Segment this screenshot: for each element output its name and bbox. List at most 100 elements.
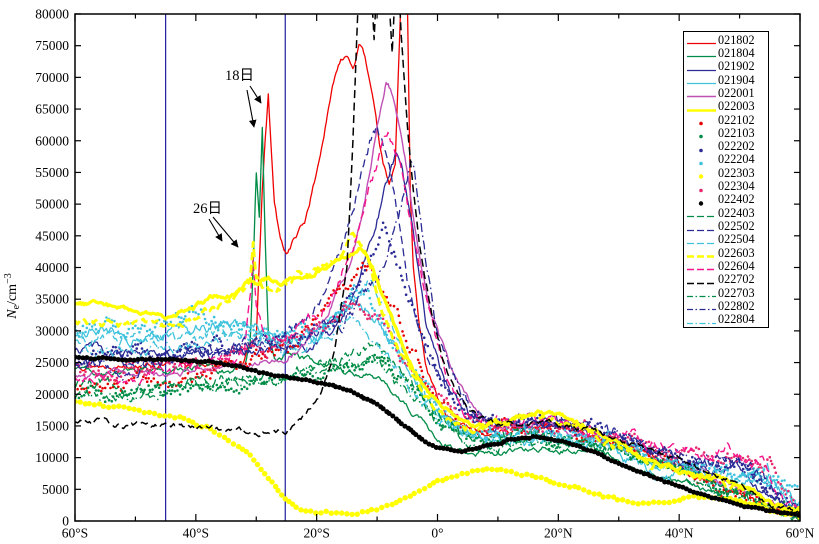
y-tick-label: 70000 (35, 70, 69, 85)
y-tick-label: 5000 (42, 482, 69, 497)
legend-swatch (686, 35, 718, 45)
legend-swatch (686, 168, 718, 179)
x-tick-label: 20°S (303, 526, 329, 541)
legend-label: 021804 (718, 45, 755, 60)
legend-item-022103: 022103 (686, 127, 768, 140)
legend-label: 022402 (718, 192, 755, 207)
y-tick-label: 0 (62, 514, 69, 529)
legend-swatch (686, 261, 718, 271)
y-tick-label: 35000 (35, 292, 69, 307)
legend-label: 022603 (718, 245, 755, 260)
legend-item-022303: 022303 (686, 166, 768, 179)
legend-swatch (686, 115, 718, 126)
series-022303 (75, 398, 800, 520)
annotation-text: 18日 (225, 68, 254, 84)
series-022702 (75, 14, 800, 514)
series-022502 (75, 125, 800, 516)
tick-labels: 60°S 40°S 20°S 0° 20°N 40°N 60°N 0 5000 10000 1500… (35, 7, 814, 541)
legend-swatch (686, 48, 718, 58)
annotation-26日: 26日 (193, 201, 239, 248)
y-tick-label: 50000 (35, 197, 69, 212)
axes (74, 13, 801, 522)
legend-item-022603: 022603 (686, 246, 768, 259)
legend-swatch (686, 275, 718, 285)
legend-item-022804: 022804 (686, 313, 768, 326)
legend: 021802 021804 021902 021904 022001 022003 0221… (683, 31, 769, 328)
y-tick-label: 15000 (35, 418, 69, 433)
x-tick-label: 40°N (665, 526, 694, 541)
annotation-text: 26日 (193, 201, 222, 217)
legend-item-022102: 022102 (686, 113, 768, 126)
legend-swatch (686, 102, 718, 112)
legend-item-022604: 022604 (686, 260, 768, 273)
y-tick-label: 40000 (35, 260, 69, 275)
legend-item-021802: 021802 (686, 33, 768, 46)
legend-swatch (686, 182, 718, 192)
series-022003 (75, 246, 800, 514)
series-022403 (75, 342, 800, 515)
legend-swatch (686, 222, 718, 231)
series-021804 (75, 126, 800, 521)
legend-swatch (686, 155, 718, 166)
legend-label: 022202 (718, 139, 755, 154)
legend-item-022403: 022403 (686, 206, 768, 219)
y-axis-title: Ne/cm−3 (3, 273, 22, 319)
legend-label: 022703 (718, 285, 755, 300)
legend-item-022504: 022504 (686, 233, 768, 246)
legend-swatch (686, 248, 718, 258)
x-tick-label: 60°S (62, 526, 88, 541)
y-tick-label: 10000 (35, 450, 69, 465)
legend-label: 022204 (718, 152, 755, 167)
y-tick-label: 25000 (35, 355, 69, 370)
legend-swatch (686, 62, 718, 71)
legend-label: 022504 (718, 232, 755, 247)
legend-swatch (686, 75, 718, 85)
legend-item-022204: 022204 (686, 153, 768, 166)
legend-item-021902: 021902 (686, 60, 768, 73)
series-layer (75, 14, 800, 521)
series-022604 (75, 131, 800, 510)
legend-label: 022102 (718, 112, 755, 127)
legend-item-021904: 021904 (686, 73, 768, 86)
legend-label: 022403 (718, 205, 755, 220)
y-tick-label: 60000 (35, 133, 69, 148)
x-tick-label: 60°N (786, 526, 815, 541)
legend-label: 022003 (718, 99, 755, 114)
legend-item-022202: 022202 (686, 140, 768, 153)
legend-swatch (686, 88, 718, 98)
y-tick-label: 55000 (35, 165, 69, 180)
y-tick-label: 65000 (35, 102, 69, 117)
legend-label: 021902 (718, 59, 755, 74)
legend-swatch (686, 288, 718, 298)
series-022804 (75, 315, 800, 505)
y-tick-label: 30000 (35, 323, 69, 338)
legend-label: 022502 (718, 219, 755, 234)
legend-item-022702: 022702 (686, 273, 768, 286)
legend-label: 022604 (718, 258, 755, 273)
x-tick-label: 0° (431, 526, 443, 541)
legend-label: 021904 (718, 72, 755, 87)
legend-item-022502: 022502 (686, 220, 768, 233)
y-tick-label: 80000 (35, 7, 69, 22)
legend-label: 022702 (718, 272, 755, 287)
legend-item-022003: 022003 (686, 100, 768, 113)
y-tick-label: 75000 (35, 38, 69, 53)
legend-swatch (686, 208, 718, 218)
legend-swatch (686, 301, 718, 311)
legend-swatch (686, 142, 718, 152)
legend-swatch (686, 195, 718, 206)
legend-swatch (686, 128, 718, 139)
legend-label: 022303 (718, 165, 755, 180)
x-tick-label: 40°S (183, 526, 209, 541)
series-022603 (75, 231, 800, 515)
legend-label: 022001 (718, 85, 755, 100)
legend-item-022001: 022001 (686, 87, 768, 100)
legend-item-022402: 022402 (686, 193, 768, 206)
legend-item-021804: 021804 (686, 47, 768, 60)
legend-label: 022103 (718, 125, 755, 140)
legend-swatch (686, 235, 718, 244)
legend-swatch (686, 315, 718, 324)
y-tick-label: 20000 (35, 387, 69, 402)
